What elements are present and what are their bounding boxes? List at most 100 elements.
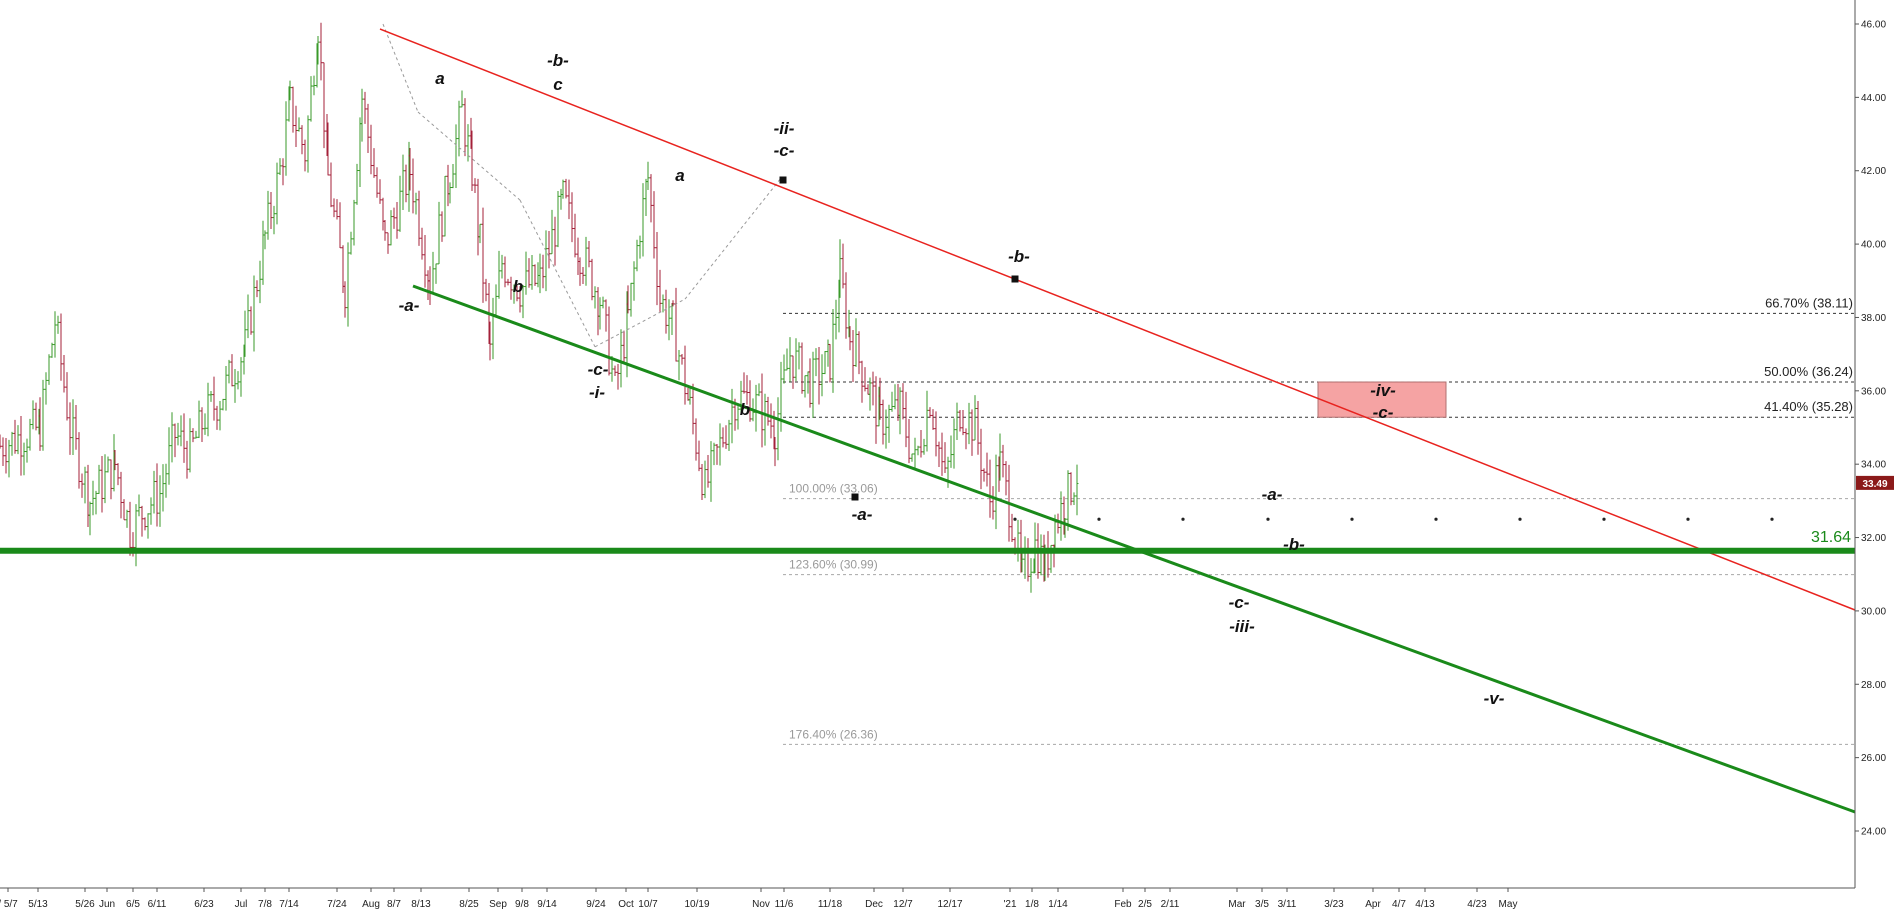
- x-tick-label: Feb: [1114, 899, 1132, 910]
- x-tick-label: 4/13: [1415, 899, 1435, 910]
- x-tick-label: 7/14: [279, 899, 299, 910]
- wave-label: -b-: [547, 51, 569, 70]
- upper-channel-line: [379, 28, 1856, 611]
- x-tick-label: Dec: [865, 899, 883, 910]
- x-tick-label: Jun: [99, 899, 115, 910]
- x-tick-label: 3/23: [1324, 899, 1344, 910]
- x-tick-label: 7/8: [258, 899, 272, 910]
- wave-label: -v-: [1484, 689, 1505, 708]
- x-tick-label: 12/7: [893, 899, 913, 910]
- wave-label: -c-: [1229, 593, 1250, 612]
- price-layer: [0, 22, 1079, 593]
- fib-label: 100.00% (33.06): [789, 482, 878, 496]
- y-tick-label: 36.00: [1861, 386, 1886, 397]
- fib-layer: 66.70% (38.11) 50.00% (36.24) 41.40% (35.2…: [783, 295, 1855, 745]
- x-tick-label: 2/5: [1138, 899, 1152, 910]
- y-tick-label: 44.00: [1861, 93, 1886, 104]
- x-tick-label: 7/24: [327, 899, 347, 910]
- wave-label: a: [435, 69, 444, 88]
- x-tick-label: 8/25: [459, 899, 479, 910]
- x-tick-label: 3/5: [1255, 899, 1269, 910]
- x-tick-label: 9/8: [515, 899, 529, 910]
- wave-label: -iv-: [1370, 381, 1396, 400]
- x-tick-label: '21: [1003, 899, 1016, 910]
- projection-dot: [1770, 517, 1774, 521]
- fib-label: 123.60% (30.99): [789, 558, 878, 572]
- x-tick-label: 6/5: [126, 899, 140, 910]
- trendline-layer: 31.64: [0, 23, 1856, 814]
- x-tick-label: 11/6: [775, 899, 794, 910]
- x-tick-label: May: [1499, 899, 1518, 910]
- pivot-marker: [851, 493, 859, 501]
- x-tick-label: 11/18: [818, 899, 843, 910]
- current-price-tag: [1856, 475, 1894, 490]
- x-tick-label: Apr: [1365, 899, 1381, 910]
- y-tick-label: 40.00: [1861, 240, 1886, 251]
- wave-label: -a-: [852, 505, 873, 524]
- y-tick-label: 28.00: [1861, 680, 1886, 691]
- projection-dot: [1266, 517, 1270, 521]
- projection-dot: [1181, 517, 1185, 521]
- x-tick-label: 3/11: [1278, 899, 1297, 910]
- wave-label: -c-: [588, 360, 609, 379]
- wave-label: b: [740, 400, 750, 419]
- x-tick-label: Nov: [752, 899, 770, 910]
- y-tick-label: 38.00: [1861, 313, 1886, 324]
- x-tick-label: 2/11: [1161, 899, 1180, 910]
- wave-connector: [684, 177, 782, 300]
- x-tick-label: Aug: [362, 899, 380, 910]
- x-tick-label: Sep: [489, 899, 507, 910]
- x-tick-label: 4/7: [1392, 899, 1406, 910]
- current-price-label: 33.49: [1862, 479, 1887, 490]
- wave-label: -iii-: [1229, 617, 1255, 636]
- wave-label: -b-: [1283, 535, 1305, 554]
- target-zone: [1317, 381, 1447, 418]
- x-tick-label: 8/7: [387, 899, 401, 910]
- wave-label: -ii-: [774, 119, 795, 138]
- x-tick-label: Jul: [235, 899, 248, 910]
- x-tick-label: / 5/7: [0, 899, 18, 910]
- wave-label: -a-: [1262, 485, 1283, 504]
- x-tick-label: 6/23: [194, 899, 214, 910]
- projection-dot: [1686, 517, 1690, 521]
- fib-label: 176.40% (26.36): [789, 727, 878, 741]
- wave-connector: [594, 298, 686, 348]
- y-tick-label: 42.00: [1861, 166, 1886, 177]
- x-tick-label: Oct: [618, 899, 634, 910]
- projection-dot: [1434, 517, 1438, 521]
- pivot-marker: [1011, 275, 1019, 283]
- wave-label-layer: a -b-c -a-b -c- -i-a b -ii- -c- -b- -a- -iv- -c- -a-…: [399, 51, 1505, 708]
- fib-label: 41.40% (35.28): [1764, 399, 1853, 414]
- x-tick-label: 9/24: [586, 899, 606, 910]
- projection-dot: [1602, 517, 1606, 521]
- y-tick-label: 24.00: [1861, 827, 1886, 838]
- x-tick-label: 10/7: [638, 899, 658, 910]
- x-tick-label: 4/23: [1467, 899, 1487, 910]
- wave-label: a: [675, 166, 684, 185]
- x-tick-label: 9/14: [537, 899, 557, 910]
- wave-label: -c-: [1373, 403, 1394, 422]
- x-tick-label: 5/13: [28, 899, 48, 910]
- y-tick-label: 26.00: [1861, 753, 1886, 764]
- wave-label: -b-: [1008, 247, 1030, 266]
- wave-connector: [417, 111, 521, 201]
- wave-label: b: [513, 277, 523, 296]
- wave-label: -a-: [399, 296, 420, 315]
- x-tick-label: 12/17: [937, 899, 962, 910]
- support-value-label: 31.64: [1811, 529, 1851, 546]
- y-tick-label: 34.00: [1861, 460, 1886, 471]
- pivot-marker: [779, 176, 787, 184]
- x-tick-label: 6/11: [148, 899, 167, 910]
- target-zone-layer: [1317, 381, 1447, 418]
- x-tick-label: 10/19: [684, 899, 709, 910]
- wave-label: c: [553, 75, 563, 94]
- x-tick-label: 1/8: [1025, 899, 1039, 910]
- x-tick-label: 5/26: [75, 899, 95, 910]
- y-tick-label: 46.00: [1861, 20, 1886, 31]
- wave-connector: [382, 23, 419, 113]
- projection-dot: [1350, 517, 1354, 521]
- x-tick-label: 1/14: [1048, 899, 1068, 910]
